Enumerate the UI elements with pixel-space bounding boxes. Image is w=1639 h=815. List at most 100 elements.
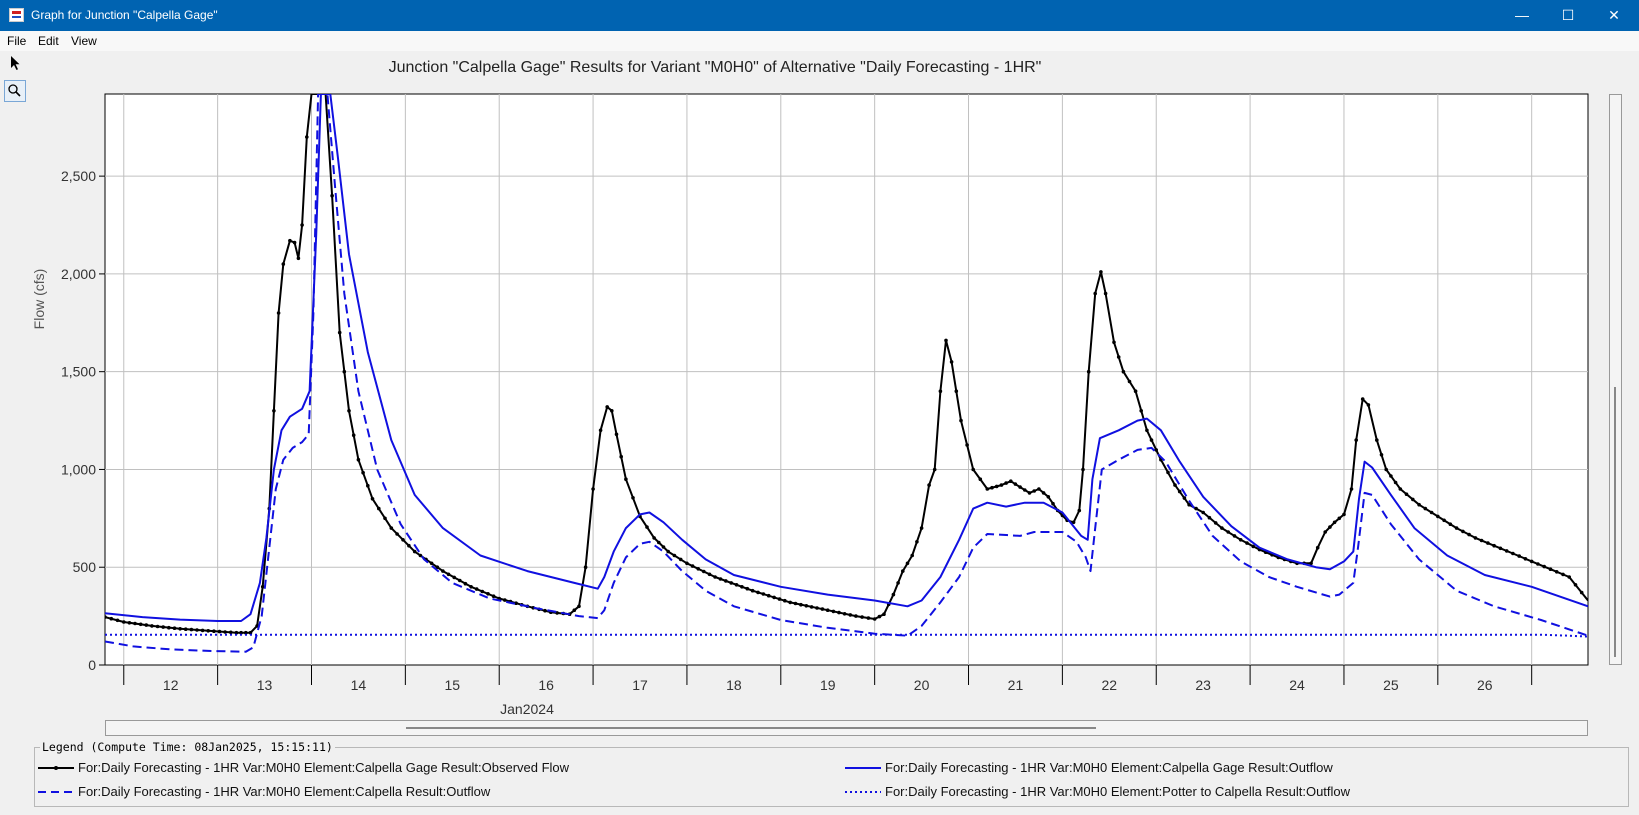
observed-point xyxy=(999,483,1004,487)
observed-point xyxy=(1086,369,1091,374)
observed-point xyxy=(1041,491,1046,495)
observed-point xyxy=(990,485,994,490)
observed-point xyxy=(1354,438,1358,442)
x-tick-label: 18 xyxy=(726,677,742,693)
series-2 xyxy=(105,94,1588,653)
observed-point xyxy=(901,569,905,573)
observed-point xyxy=(842,612,847,616)
observed-point xyxy=(1201,510,1205,515)
x-tick-label: 23 xyxy=(1195,677,1211,693)
observed-point xyxy=(429,561,434,566)
close-button[interactable]: ✕ xyxy=(1608,7,1620,23)
legend-label: For:Daily Forecasting - 1HR Var:M0H0 Ele… xyxy=(885,784,1351,799)
observed-point xyxy=(713,575,717,579)
series-line-1 xyxy=(105,94,1588,622)
horizontal-scroll-thumb[interactable] xyxy=(406,727,1096,729)
observed-point xyxy=(1554,570,1559,574)
observed-point xyxy=(1479,538,1484,543)
legend-label: For:Daily Forecasting - 1HR Var:M0H0 Ele… xyxy=(78,784,491,799)
observed-point xyxy=(480,589,485,594)
observed-point xyxy=(1429,510,1434,515)
observed-point xyxy=(1529,559,1534,564)
observed-point xyxy=(1013,482,1018,486)
observed-point xyxy=(474,587,479,591)
observed-point xyxy=(1116,355,1121,359)
observed-point xyxy=(652,536,656,540)
observed-point xyxy=(446,572,451,577)
flow-chart[interactable]: Junction "Calpella Gage" Results for Var… xyxy=(0,0,1639,720)
maximize-button[interactable]: ☐ xyxy=(1561,7,1575,23)
observed-point xyxy=(239,630,243,635)
observed-point xyxy=(514,601,518,605)
observed-point xyxy=(330,193,334,198)
menu-edit[interactable]: Edit xyxy=(38,34,59,48)
menu-view[interactable]: View xyxy=(71,34,97,48)
menu-file[interactable]: File xyxy=(7,34,27,48)
series-line-2 xyxy=(105,94,1588,653)
x-tick-label: 15 xyxy=(444,677,460,693)
observed-point xyxy=(189,627,194,632)
observed-point xyxy=(161,625,165,629)
observed-point xyxy=(645,525,649,529)
observed-point xyxy=(1220,526,1224,530)
observed-point xyxy=(441,569,445,573)
x-tick-label: 21 xyxy=(1008,677,1024,693)
observed-point xyxy=(418,553,423,558)
observed-point xyxy=(724,579,728,583)
observed-point xyxy=(401,538,405,542)
select-tool-button[interactable] xyxy=(4,53,26,75)
observed-point xyxy=(734,583,739,587)
observed-point xyxy=(631,496,635,500)
observed-point xyxy=(793,601,798,606)
observed-point xyxy=(944,338,948,343)
observed-point xyxy=(1194,506,1198,511)
observed-point xyxy=(1173,483,1177,487)
observed-point xyxy=(1342,512,1346,517)
observed-point xyxy=(469,585,473,589)
zoom-tool-button[interactable] xyxy=(4,80,26,102)
observed-point xyxy=(1375,438,1379,442)
observed-point xyxy=(1077,508,1082,513)
observed-point xyxy=(244,630,248,635)
y-tick-label: 2,000 xyxy=(61,266,96,282)
observed-point xyxy=(610,409,614,413)
observed-point xyxy=(105,615,107,619)
series-0 xyxy=(105,94,1588,635)
observed-point xyxy=(896,581,900,585)
observed-point xyxy=(1349,487,1354,491)
observed-point xyxy=(1127,379,1132,384)
horizontal-scrollbar[interactable] xyxy=(105,720,1588,736)
observed-point xyxy=(463,581,468,586)
title-bar: Graph for Junction "Calpella Gage" — ☐ ✕ xyxy=(0,0,1639,31)
observed-point xyxy=(1315,545,1320,550)
observed-point xyxy=(729,581,733,585)
observed-point xyxy=(848,613,853,617)
observed-point xyxy=(412,549,417,554)
observed-point xyxy=(150,624,154,628)
observed-point xyxy=(115,618,120,623)
observed-point xyxy=(910,553,914,558)
observed-point xyxy=(1517,554,1521,558)
observed-point xyxy=(200,628,205,633)
observed-point xyxy=(1166,470,1170,475)
minimize-button[interactable]: — xyxy=(1515,7,1529,23)
observed-point xyxy=(1511,551,1515,556)
observed-point xyxy=(1245,541,1249,545)
observed-point xyxy=(745,586,750,591)
observed-point xyxy=(678,557,683,562)
x-tick-label: 12 xyxy=(163,677,179,693)
observed-point xyxy=(756,590,760,595)
x-axis-label: Jan2024 xyxy=(500,701,554,717)
observed-point xyxy=(167,625,171,630)
observed-point xyxy=(1384,467,1388,472)
observed-point xyxy=(1542,564,1546,569)
observed-point xyxy=(144,623,149,627)
observed-point xyxy=(1071,520,1076,525)
observed-point xyxy=(1009,479,1013,484)
observed-point xyxy=(959,418,963,423)
observed-point xyxy=(248,630,253,635)
vertical-scroll-thumb[interactable] xyxy=(1614,387,1616,657)
observed-point xyxy=(866,616,871,620)
vertical-scrollbar[interactable] xyxy=(1609,94,1622,665)
observed-point xyxy=(1037,487,1041,491)
